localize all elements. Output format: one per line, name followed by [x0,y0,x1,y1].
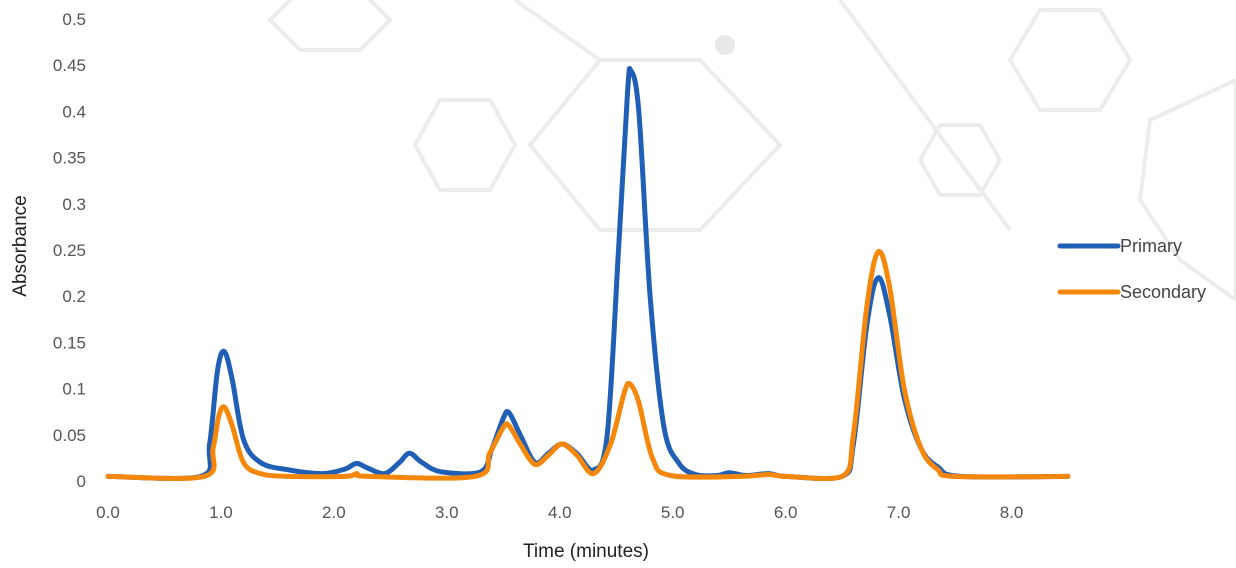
x-tick-label: 7.0 [887,503,911,522]
x-tick-label: 3.0 [435,503,459,522]
y-tick-label: 0.4 [62,102,86,121]
x-tick-label: 1.0 [209,503,233,522]
x-tick-label: 8.0 [1000,503,1024,522]
x-tick-labels: 0.0 1.0 2.0 3.0 4.0 5.0 6.0 7.0 8.0 [96,503,1023,522]
x-axis-title: Time (minutes) [523,541,649,562]
legend: Primary Secondary [1057,236,1206,302]
y-tick-label: 0.2 [62,287,86,306]
y-tick-labels: 0 0.05 0.1 0.15 0.2 0.25 0.3 0.35 0.4 0.45 0.5 [53,10,86,491]
y-tick-label: 0 [77,472,86,491]
y-tick-label: 0.1 [62,380,86,399]
y-axis-title: Absorbance [10,195,31,296]
plot-area [105,66,1071,482]
y-tick-label: 0.15 [53,333,86,352]
axes-group: Absorbance Time (minutes) 0 0.05 0.1 0.15 0.… [10,10,1023,562]
series-line-secondary [105,249,1071,482]
y-tick-label: 0.3 [62,195,86,214]
y-tick-label: 0.25 [53,241,86,260]
background-hexagon-decoration [267,0,1236,303]
y-tick-label: 0.45 [53,56,86,75]
legend-label-primary: Primary [1120,236,1182,256]
x-tick-label: 5.0 [661,503,685,522]
series-line-primary [105,66,1071,482]
x-tick-label: 2.0 [322,503,346,522]
x-tick-label: 0.0 [96,503,120,522]
y-tick-label: 0.05 [53,426,86,445]
x-tick-label: 4.0 [548,503,572,522]
x-tick-label: 6.0 [774,503,798,522]
y-tick-label: 0.5 [62,10,86,29]
legend-label-secondary: Secondary [1120,282,1206,302]
y-tick-label: 0.35 [53,149,86,168]
